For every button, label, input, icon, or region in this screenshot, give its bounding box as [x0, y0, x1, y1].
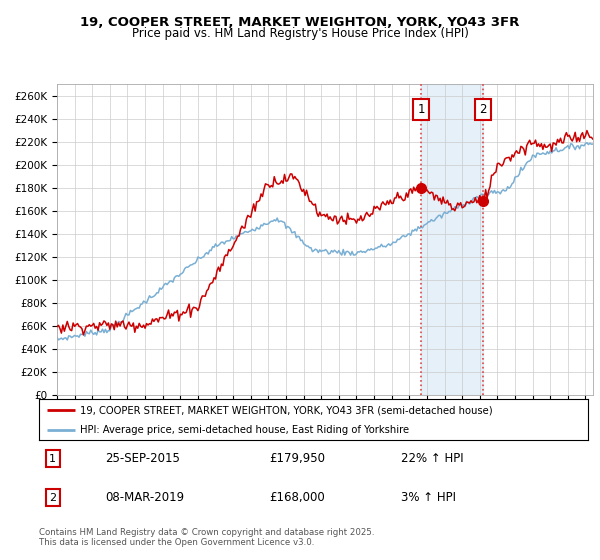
- Text: 1: 1: [49, 454, 56, 464]
- Text: £168,000: £168,000: [269, 491, 325, 504]
- Text: Contains HM Land Registry data © Crown copyright and database right 2025.
This d: Contains HM Land Registry data © Crown c…: [39, 528, 374, 547]
- Text: 22% ↑ HPI: 22% ↑ HPI: [401, 452, 464, 465]
- Text: 3% ↑ HPI: 3% ↑ HPI: [401, 491, 457, 504]
- Text: 25-SEP-2015: 25-SEP-2015: [105, 452, 180, 465]
- Text: 1: 1: [418, 103, 425, 116]
- Text: HPI: Average price, semi-detached house, East Riding of Yorkshire: HPI: Average price, semi-detached house,…: [80, 424, 409, 435]
- Text: Price paid vs. HM Land Registry's House Price Index (HPI): Price paid vs. HM Land Registry's House …: [131, 27, 469, 40]
- Text: 2: 2: [479, 103, 487, 116]
- Text: 2: 2: [49, 493, 56, 503]
- Text: £179,950: £179,950: [269, 452, 326, 465]
- Bar: [421, 84, 483, 395]
- Text: 08-MAR-2019: 08-MAR-2019: [105, 491, 184, 504]
- Text: 19, COOPER STREET, MARKET WEIGHTON, YORK, YO43 3FR (semi-detached house): 19, COOPER STREET, MARKET WEIGHTON, YORK…: [80, 405, 493, 415]
- Text: 19, COOPER STREET, MARKET WEIGHTON, YORK, YO43 3FR: 19, COOPER STREET, MARKET WEIGHTON, YORK…: [80, 16, 520, 29]
